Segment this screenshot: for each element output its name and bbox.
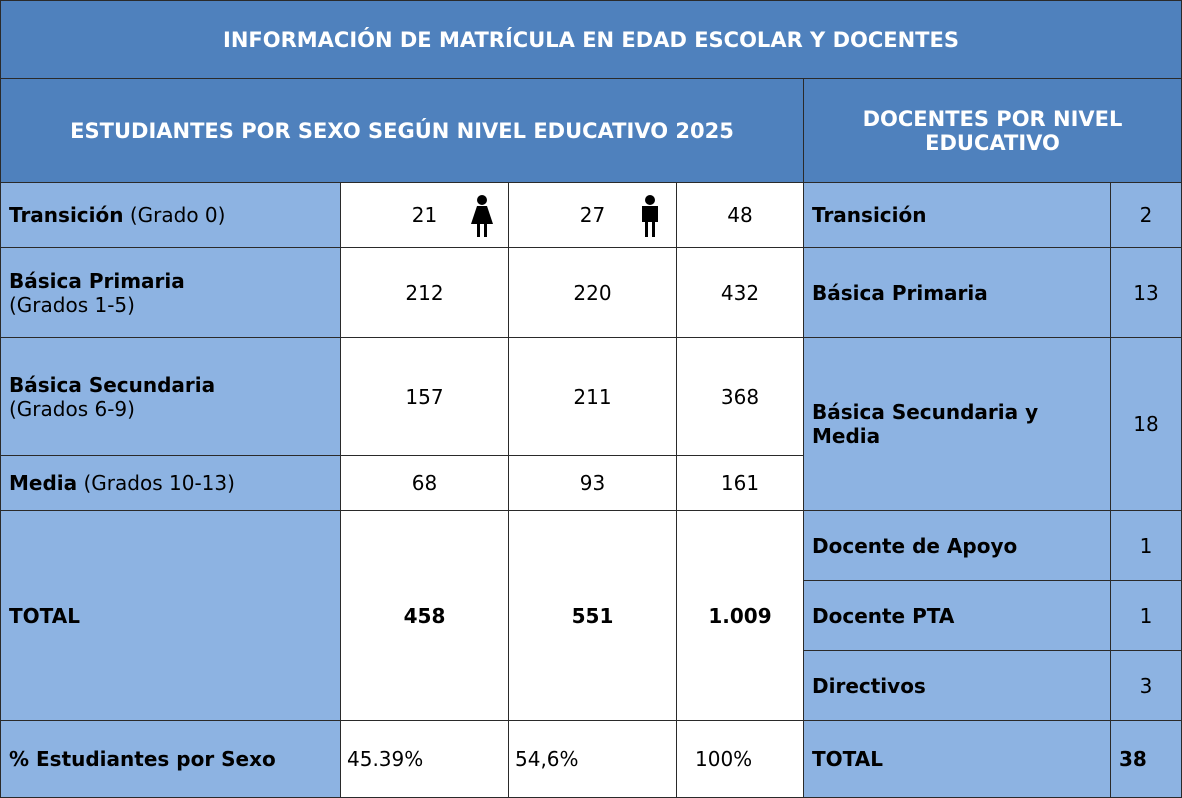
female-percent: 45.39% bbox=[340, 720, 509, 798]
teacher-value: 1 bbox=[1110, 510, 1182, 581]
grand-total: 1.009 bbox=[676, 510, 804, 721]
students-header: ESTUDIANTES POR SEXO SEGÚN NIVEL EDUCATI… bbox=[0, 78, 804, 183]
teacher-label: Directivos bbox=[803, 650, 1111, 721]
teachers-header: DOCENTES POR NIVEL EDUCATIVO bbox=[803, 78, 1182, 183]
total-label: TOTAL bbox=[0, 510, 341, 721]
grades: (Grados 10-13) bbox=[83, 471, 235, 495]
male-cell: 211 bbox=[508, 337, 677, 456]
row-label: Básica Primaria (Grados 1-5) bbox=[0, 247, 341, 338]
teacher-label: Básica Secundaria y Media bbox=[803, 337, 1111, 511]
female-total: 458 bbox=[340, 510, 509, 721]
row-label: Básica Secundaria (Grados 6-9) bbox=[0, 337, 341, 456]
teacher-value: 2 bbox=[1110, 182, 1182, 248]
teacher-total: 38 bbox=[1110, 720, 1182, 798]
level: Básica Secundaria bbox=[9, 372, 216, 397]
level: Transición bbox=[9, 203, 124, 227]
total-cell: 48 bbox=[676, 182, 804, 248]
teacher-total-label: TOTAL bbox=[803, 720, 1111, 798]
total-cell: 161 bbox=[676, 455, 804, 511]
teacher-value: 3 bbox=[1110, 650, 1182, 721]
row-label: Media (Grados 10-13) bbox=[0, 455, 341, 511]
female-cell: 68 bbox=[340, 455, 509, 511]
total-cell: 368 bbox=[676, 337, 804, 456]
teacher-value: 18 bbox=[1110, 337, 1182, 511]
teacher-label: Transición bbox=[803, 182, 1111, 248]
male-total: 551 bbox=[508, 510, 677, 721]
female-cell: 212 bbox=[340, 247, 509, 338]
total-cell: 432 bbox=[676, 247, 804, 338]
grades: (Grado 0) bbox=[129, 203, 226, 227]
male-cell: 220 bbox=[508, 247, 677, 338]
level: Básica Primaria bbox=[9, 268, 185, 293]
row-label: Transición (Grado 0) bbox=[0, 182, 341, 248]
teacher-label: Básica Primaria bbox=[803, 247, 1111, 338]
level: Media bbox=[9, 471, 78, 495]
male-percent: 54,6% bbox=[508, 720, 677, 798]
teacher-label: Docente PTA bbox=[803, 580, 1111, 651]
grades: (Grados 6-9) bbox=[9, 396, 135, 421]
female-cell: 157 bbox=[340, 337, 509, 456]
value: 21 bbox=[411, 203, 438, 227]
teacher-value: 13 bbox=[1110, 247, 1182, 338]
male-cell: 93 bbox=[508, 455, 677, 511]
title: INFORMACIÓN DE MATRÍCULA EN EDAD ESCOLAR… bbox=[0, 0, 1182, 79]
teacher-label: Docente de Apoyo bbox=[803, 510, 1111, 581]
value: 27 bbox=[579, 203, 606, 227]
grades: (Grados 1-5) bbox=[9, 292, 135, 317]
male-icon bbox=[642, 195, 658, 237]
total-percent: 100% bbox=[676, 720, 804, 798]
teacher-value: 1 bbox=[1110, 580, 1182, 651]
percent-label: % Estudiantes por Sexo bbox=[0, 720, 341, 798]
female-cell: 21 bbox=[340, 182, 509, 248]
male-cell: 27 bbox=[508, 182, 677, 248]
female-icon bbox=[471, 195, 493, 237]
